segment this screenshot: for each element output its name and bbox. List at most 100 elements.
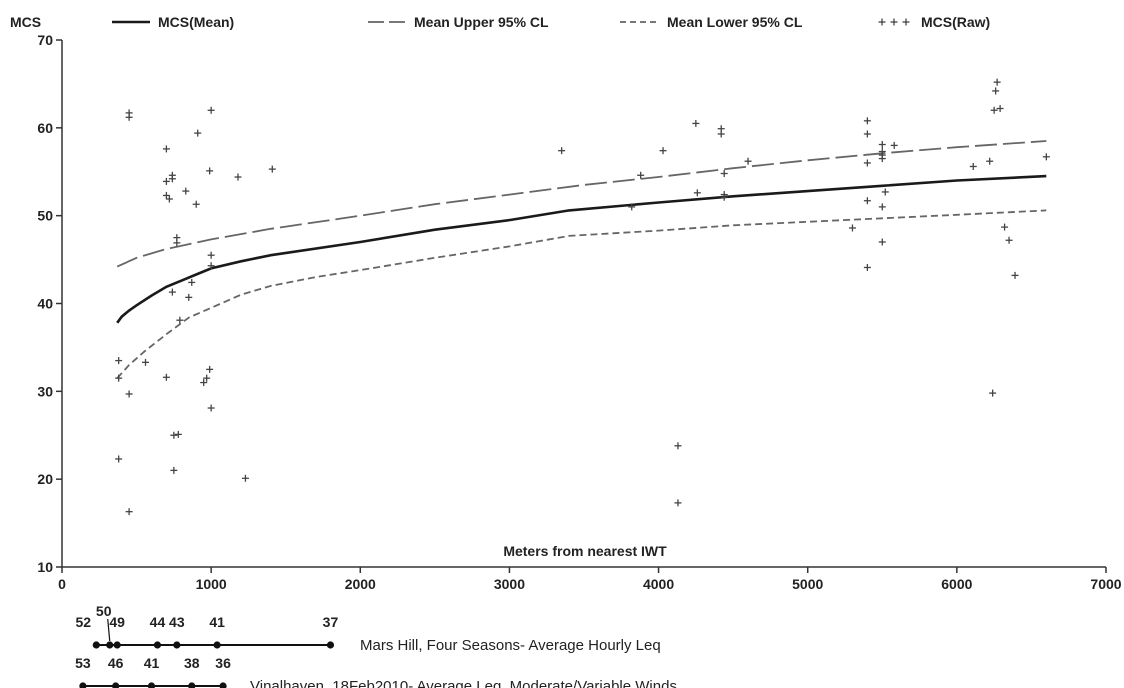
annotation-value: 41 [209, 614, 225, 630]
raw-point [170, 431, 178, 439]
raw-point [1001, 223, 1009, 231]
raw-point [165, 195, 173, 203]
x-tick-label: 1000 [196, 576, 227, 592]
raw-point [628, 203, 636, 211]
raw-point [115, 455, 123, 463]
raw-point [890, 141, 898, 149]
raw-point [207, 262, 215, 270]
raw-point [162, 177, 170, 185]
raw-point [558, 147, 566, 155]
legend: MCS(Mean) Mean Upper 95% CL Mean Lower 95%… [112, 14, 990, 30]
legend-plus [902, 18, 910, 26]
annotation-value: 38 [184, 655, 200, 671]
annotation-dot [79, 682, 87, 688]
raw-point [881, 188, 889, 196]
legend-plus [890, 18, 898, 26]
raw-point [241, 474, 249, 482]
raw-point [200, 379, 208, 387]
series-line [116, 209, 1047, 379]
annotation-dot [147, 682, 156, 688]
x-axis-label: Meters from nearest IWT [503, 543, 667, 559]
legend-plus [878, 18, 886, 26]
raw-point [969, 162, 977, 170]
series-layer [116, 140, 1047, 379]
raw-point [192, 200, 200, 208]
y-axis-label: MCS [10, 14, 41, 30]
annotation-value: 37 [323, 614, 339, 630]
raw-point [717, 130, 725, 138]
raw-point [125, 508, 133, 516]
series-line [116, 140, 1047, 268]
raw-point [203, 374, 211, 382]
x-tick-label: 5000 [792, 576, 823, 592]
annotation-value: 53 [75, 655, 91, 671]
raw-point [659, 147, 667, 155]
annotation-dot [112, 682, 120, 688]
raw-point [207, 404, 215, 412]
annotation-dot [173, 641, 181, 649]
axes: 10 20 30 40 50 60 70 0 1000 2000 3000 4000 5000 6000 7… [37, 32, 1121, 592]
legend-item: Mean Upper 95% CL [368, 14, 549, 30]
y-tick-label: 70 [37, 32, 53, 48]
raw-point [863, 130, 871, 138]
raw-point [207, 106, 215, 114]
raw-point [206, 365, 214, 373]
x-tick-label: 7000 [1090, 576, 1121, 592]
raw-point [207, 251, 215, 259]
annotation-dot [213, 641, 221, 649]
raw-point [674, 499, 682, 507]
annotation-value: 49 [109, 614, 125, 630]
annotation-value: 36 [215, 655, 231, 671]
y-tick-label: 50 [37, 208, 53, 224]
raw-point [878, 155, 886, 163]
legend-label: MCS(Mean) [158, 14, 234, 30]
raw-point [863, 159, 871, 167]
raw-point [863, 197, 871, 205]
annotation-value: 44 [150, 614, 166, 630]
raw-point [125, 390, 133, 398]
annotation-dot [153, 641, 162, 649]
raw-point [1005, 236, 1013, 244]
raw-point [848, 224, 856, 232]
annotation-dot [92, 641, 100, 649]
annotation-dot [188, 682, 196, 688]
raw-point [878, 238, 886, 246]
raw-point [168, 288, 176, 296]
raw-point [170, 466, 178, 474]
raw-point [188, 278, 196, 286]
raw-point [674, 442, 682, 450]
annotation-value: 41 [144, 655, 160, 671]
legend-label: MCS(Raw) [921, 14, 990, 30]
raw-point [744, 157, 752, 165]
raw-point [234, 173, 242, 181]
raw-point [125, 113, 133, 121]
raw-point [637, 171, 645, 179]
raw-point [268, 165, 276, 173]
raw-point [115, 357, 123, 365]
annotation-dot [219, 682, 227, 688]
x-tick-label: 0 [58, 576, 66, 592]
annotation-row: 53 46 41 38 36 Vinalhaven, 18Feb2010- Average… [75, 655, 677, 688]
annotation-leader [107, 618, 111, 642]
raw-point [1011, 271, 1019, 279]
annotation-value: 46 [108, 655, 124, 671]
y-tick-label: 60 [37, 120, 53, 136]
series-line [116, 174, 1047, 324]
legend-item: Mean Lower 95% CL [620, 14, 803, 30]
x-tick-label: 2000 [345, 576, 376, 592]
annotation-dot [113, 641, 121, 649]
annotation-value: 50 [96, 603, 112, 619]
raw-point [863, 263, 871, 271]
legend-label: Mean Lower 95% CL [667, 14, 803, 30]
raw-point [162, 191, 170, 199]
legend-label: Mean Upper 95% CL [414, 14, 549, 30]
annotation-value: 43 [169, 614, 185, 630]
raw-point [990, 106, 998, 114]
raw-point [185, 293, 193, 301]
annotation-dot [326, 641, 335, 649]
raw-point [115, 374, 123, 382]
raw-point [173, 239, 181, 247]
raw-point [993, 78, 1001, 86]
